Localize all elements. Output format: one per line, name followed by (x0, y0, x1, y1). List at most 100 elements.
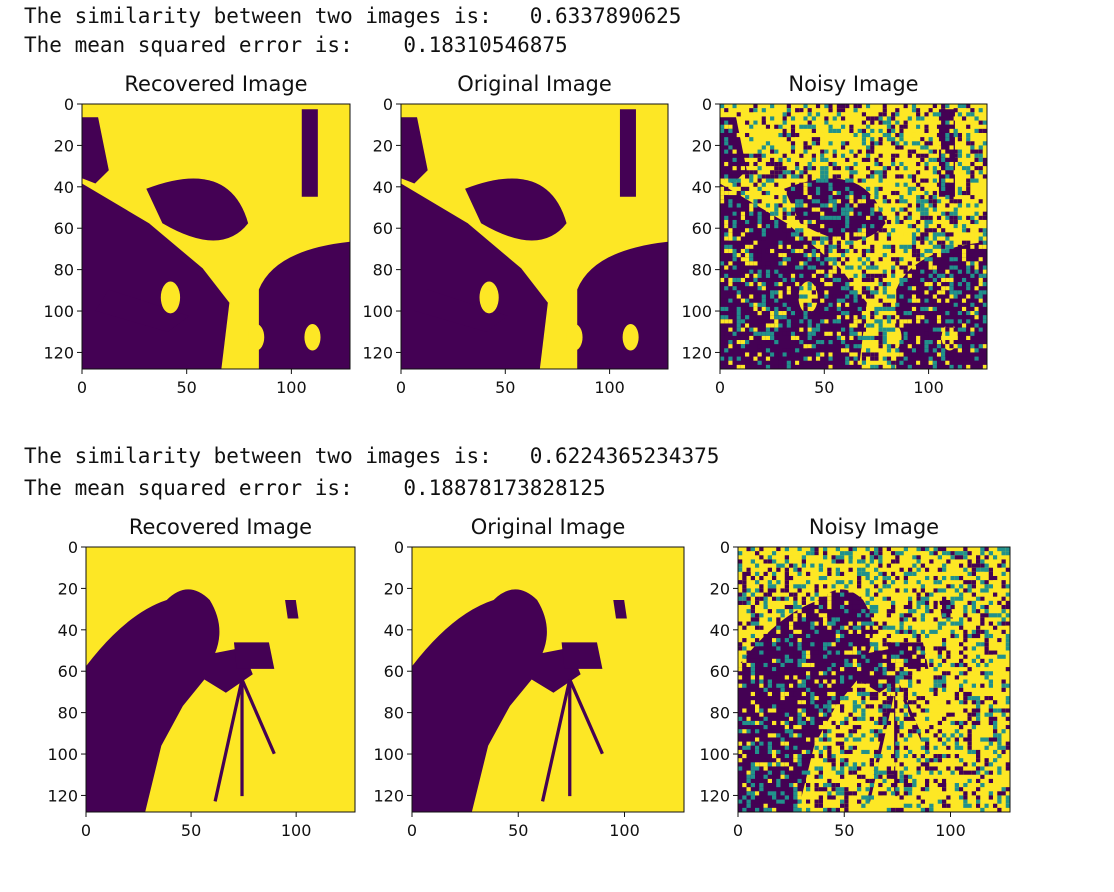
noise-pixel (736, 306, 741, 312)
noise-pixel (840, 120, 846, 125)
noise-pixel (903, 584, 908, 589)
noise-pixel (770, 145, 775, 150)
noise-pixel (814, 571, 819, 576)
noise-pixel (874, 704, 879, 709)
noise-pixel (797, 604, 802, 610)
noise-pixel (767, 691, 772, 697)
noise-pixel (832, 182, 837, 187)
noise-pixel (848, 609, 853, 614)
x-tick-label: 50 (814, 378, 834, 397)
noise-pixel (810, 799, 815, 804)
noise-pixel (936, 311, 942, 316)
noise-pixel (865, 600, 870, 605)
noise-pixel (993, 737, 998, 742)
noise-pixel (891, 112, 896, 117)
noise-pixel (933, 687, 938, 692)
noise-pixel (869, 609, 874, 614)
noise-pixel (749, 335, 754, 341)
noise-pixel (811, 286, 816, 291)
noise-pixel (745, 195, 750, 200)
noise-pixel (886, 770, 891, 775)
noise-pixel (820, 319, 825, 324)
noise-pixel (857, 240, 862, 245)
noise-pixel (806, 687, 811, 692)
image-dark-line (568, 678, 604, 755)
noise-pixel (772, 662, 777, 668)
noise-pixel (984, 662, 989, 668)
noise-pixel (801, 729, 806, 734)
noise-pixel (724, 190, 729, 196)
image-area (401, 104, 668, 369)
noise-pixel (911, 352, 917, 357)
noise-pixel (780, 563, 785, 568)
noise-pixel (941, 315, 946, 320)
noise-pixel (861, 671, 866, 676)
noise-pixel (950, 633, 955, 639)
noise-pixel (903, 667, 908, 672)
noise-pixel (810, 658, 815, 663)
noise-pixel (849, 211, 854, 216)
noise-pixel (782, 319, 787, 324)
y-tick-label: 120 (362, 343, 393, 362)
noise-pixel (865, 613, 870, 618)
noise-pixel (759, 642, 764, 647)
noise-pixel (831, 691, 836, 697)
noise-pixel (844, 658, 849, 663)
noise-pixel (957, 132, 962, 138)
noise-pixel (988, 621, 993, 626)
noise-pixel (853, 203, 858, 208)
noise-pixel (786, 132, 791, 138)
noise-pixel (941, 153, 946, 158)
noise-pixel (912, 729, 917, 734)
noise-pixel (778, 352, 783, 357)
noise-pixel (907, 203, 912, 208)
noise-pixel (750, 783, 755, 788)
noise-pixel (793, 791, 798, 796)
noise-pixel (840, 749, 845, 755)
noise-pixel (908, 783, 913, 788)
noise-pixel (820, 348, 825, 353)
noise-pixel (780, 799, 785, 804)
noise-pixel (974, 149, 979, 154)
noise-pixel (882, 282, 887, 287)
noise-pixel (845, 360, 850, 365)
noise-pixel (997, 600, 1002, 605)
noise-pixel (899, 265, 904, 270)
noise-pixel (886, 315, 892, 320)
noise-pixel (961, 215, 967, 220)
noise-pixel (776, 683, 781, 688)
noise-pixel (845, 224, 850, 229)
noise-pixel (982, 344, 987, 349)
noise-pixel (959, 687, 964, 692)
noise-pixel (720, 298, 725, 303)
noise-pixel (720, 232, 725, 237)
noise-pixel (776, 638, 781, 643)
noise-pixel (920, 629, 925, 634)
noise-pixel (886, 232, 892, 237)
noise-pixel (720, 319, 725, 324)
noise-pixel (824, 273, 829, 278)
noise-pixel (761, 327, 766, 332)
noise-pixel (865, 704, 870, 709)
noise-pixel (776, 580, 781, 585)
noise-pixel (961, 190, 967, 196)
noise-pixel (840, 551, 845, 556)
noise-pixel (907, 145, 912, 150)
noise-pixel (916, 211, 921, 216)
noise-pixel (993, 580, 998, 585)
noise-pixel (848, 642, 853, 647)
noise-pixel (945, 319, 950, 324)
noise-pixel (840, 658, 845, 663)
noise-pixel (907, 282, 912, 287)
noise-pixel (793, 749, 798, 755)
noise-pixel (920, 137, 925, 142)
noise-pixel (946, 592, 951, 597)
noise-pixel (770, 120, 775, 125)
noise-pixel (976, 754, 981, 759)
noise-pixel (1005, 733, 1010, 738)
noise-pixel (937, 729, 942, 734)
noise-pixel (772, 667, 777, 672)
noise-pixel (836, 195, 841, 200)
noise-pixel (920, 737, 925, 742)
noise-pixel (874, 352, 879, 357)
